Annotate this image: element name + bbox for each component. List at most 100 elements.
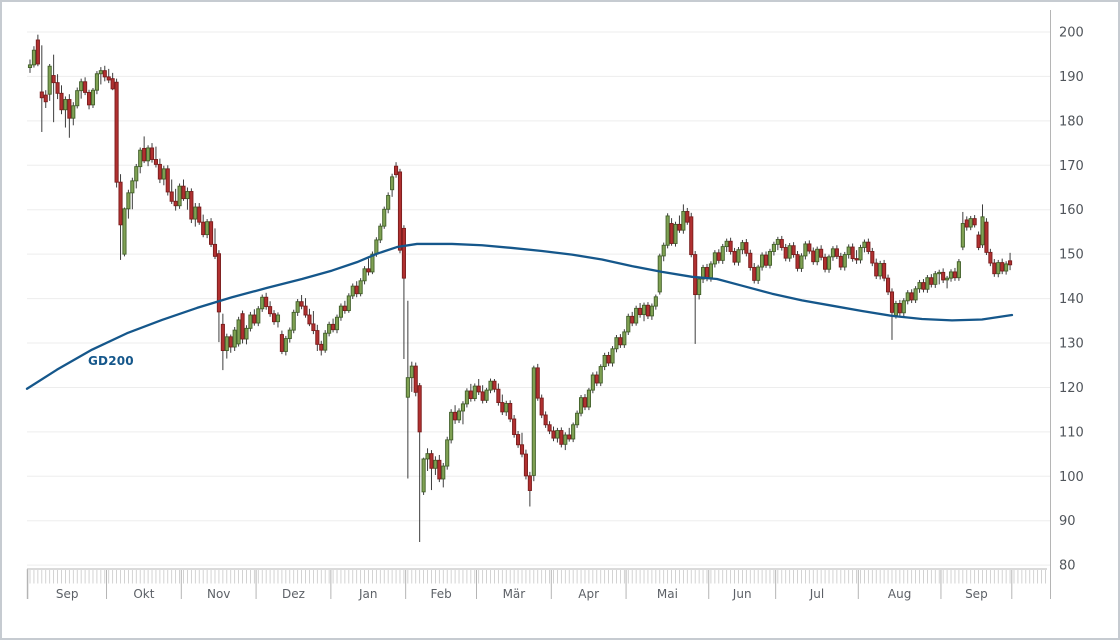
candle[interactable] [193,206,198,220]
candle[interactable] [67,99,72,119]
candle[interactable] [803,243,808,257]
candle[interactable] [323,332,328,351]
candle[interactable] [870,251,875,264]
candle[interactable] [823,256,828,270]
candle[interactable] [59,92,64,111]
candle[interactable] [677,223,682,231]
candle[interactable] [130,180,135,194]
candle[interactable] [421,458,426,493]
candle[interactable] [661,244,666,257]
candle[interactable] [346,295,351,312]
candle[interactable] [504,402,509,413]
candle[interactable] [697,278,702,296]
candle[interactable] [590,374,595,391]
candle[interactable] [858,247,863,261]
candle[interactable] [94,73,99,91]
candle[interactable] [362,268,367,282]
candle[interactable] [905,292,910,302]
candle[interactable] [913,288,918,301]
candle[interactable] [649,305,654,317]
candle[interactable] [185,191,190,200]
candle[interactable] [984,221,989,253]
candle[interactable] [232,329,237,348]
candle[interactable] [27,64,33,68]
candle[interactable] [299,301,304,307]
candle[interactable] [417,385,422,433]
candle[interactable] [842,254,847,268]
candle[interactable] [374,239,379,255]
candle[interactable] [338,305,343,318]
candle[interactable] [744,242,749,254]
candle[interactable] [555,430,560,439]
candle[interactable] [413,365,418,393]
candle[interactable] [334,316,340,331]
candle[interactable] [980,216,985,246]
candle[interactable] [669,223,674,244]
candle[interactable] [996,262,1001,275]
candle[interactable] [146,147,151,162]
candle[interactable] [433,459,438,469]
candle[interactable] [110,78,115,90]
candle[interactable] [618,337,623,346]
candle[interactable] [496,388,501,403]
candle[interactable] [354,285,359,295]
candle[interactable] [201,221,206,236]
candle[interactable] [673,223,678,244]
candle[interactable] [960,223,965,248]
candle[interactable] [756,266,761,281]
candle[interactable] [197,206,202,223]
candle[interactable] [598,366,603,384]
candle[interactable] [775,239,780,245]
candle[interactable] [429,453,434,469]
candle[interactable] [724,240,729,248]
candle[interactable] [582,397,588,408]
candle[interactable] [393,165,399,176]
candle[interactable] [878,263,883,277]
candle[interactable] [708,263,713,279]
candle[interactable] [287,329,292,340]
candle[interactable] [641,304,647,316]
candle[interactable] [948,271,954,279]
candle[interactable] [964,219,969,228]
candle[interactable] [315,330,320,345]
candle[interactable] [205,221,210,236]
candle[interactable] [614,337,619,350]
candle[interactable] [216,253,221,313]
candle[interactable] [575,412,580,426]
candle[interactable] [425,453,430,460]
candle[interactable] [945,277,950,281]
candle[interactable] [929,277,934,285]
candle[interactable] [543,414,548,426]
candle[interactable] [327,323,332,334]
candle[interactable] [634,307,639,324]
candle[interactable] [86,91,92,106]
candle[interactable] [539,397,544,416]
candle[interactable] [874,262,879,277]
candle[interactable] [606,355,611,364]
candle[interactable] [952,271,958,279]
candle[interactable] [889,291,895,313]
candle[interactable] [378,225,383,241]
candle[interactable] [83,81,88,93]
candle[interactable] [571,424,576,440]
candle[interactable] [177,185,182,207]
candle[interactable] [173,200,178,207]
candle[interactable] [441,465,446,480]
candle[interactable] [665,215,670,246]
candle[interactable] [39,91,44,99]
candle[interactable] [456,410,462,421]
candle[interactable] [153,159,159,165]
candle[interactable] [885,277,891,293]
candle[interactable] [807,243,812,252]
candle[interactable] [689,216,694,256]
candle[interactable] [118,181,123,226]
candle[interactable] [165,168,170,193]
candle[interactable] [626,315,631,333]
candle[interactable] [508,402,513,420]
candle[interactable] [1008,260,1013,266]
candle[interactable] [897,303,902,314]
candle[interactable] [767,251,773,266]
candle[interactable] [956,261,961,279]
candle[interactable] [224,336,229,352]
candle[interactable] [712,252,717,265]
